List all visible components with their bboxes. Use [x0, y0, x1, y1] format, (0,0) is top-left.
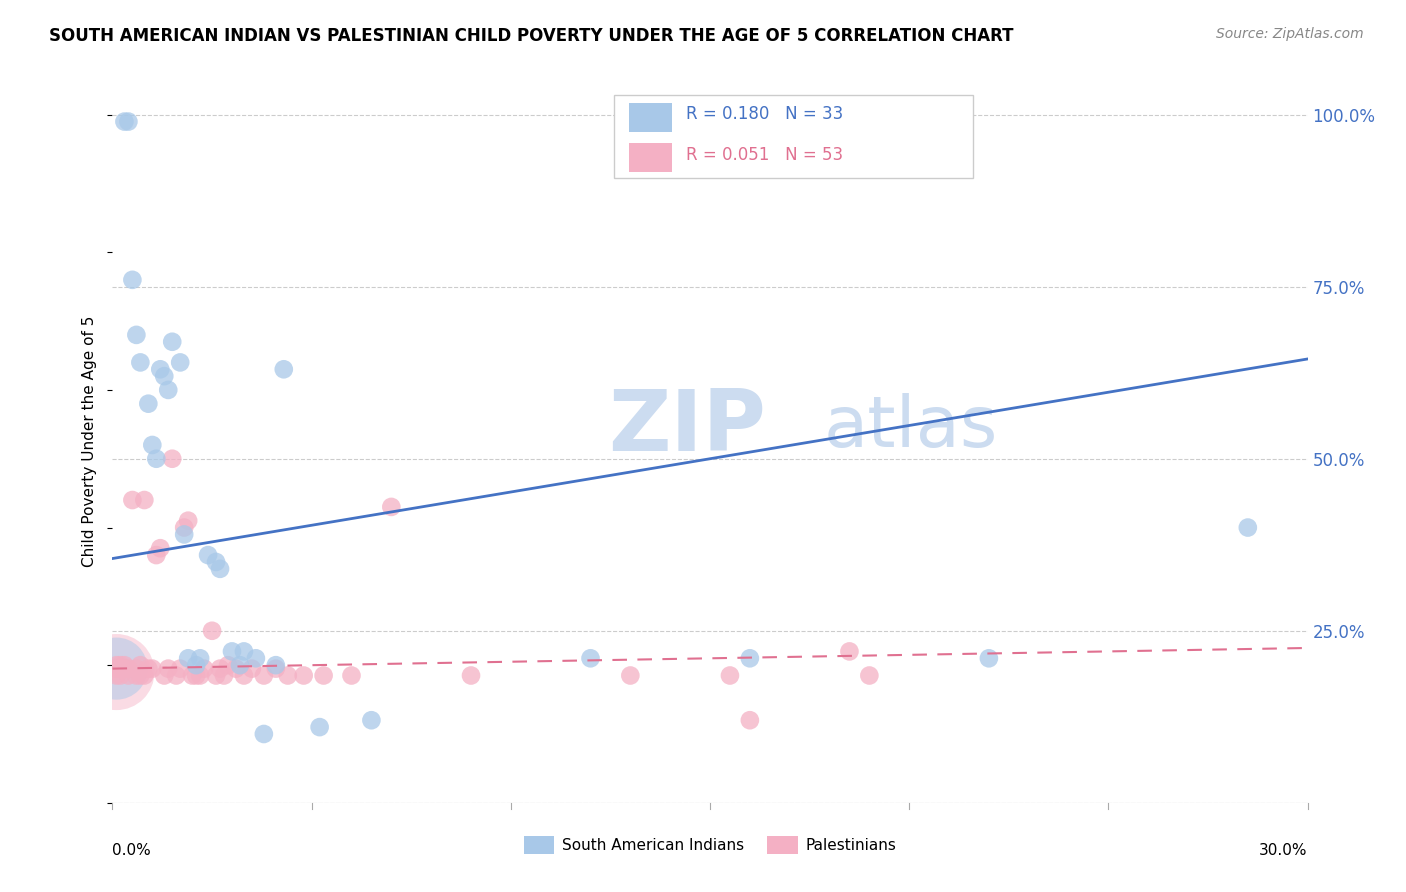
Point: [205, 555, 228, 569]
Point: [141, 662, 163, 676]
Point: [117, 662, 139, 676]
Point: [114, 114, 135, 128]
Point: [977, 651, 1000, 665]
Point: [177, 514, 200, 528]
Point: [114, 658, 135, 673]
Point: [193, 662, 215, 676]
Point: [145, 548, 167, 562]
Point: [149, 541, 172, 556]
Point: [125, 327, 148, 342]
Point: [253, 727, 276, 741]
Point: [121, 493, 143, 508]
Point: [169, 662, 191, 676]
Point: [169, 355, 191, 369]
Point: [157, 383, 180, 397]
Point: [117, 114, 139, 128]
Point: [738, 713, 761, 727]
Point: [173, 520, 195, 534]
Point: [138, 397, 160, 411]
Point: [209, 562, 232, 576]
Point: [110, 668, 132, 682]
Point: [229, 658, 252, 673]
Point: [312, 668, 335, 682]
Point: [186, 668, 208, 682]
Point: [153, 369, 176, 384]
Point: [253, 668, 276, 682]
Point: [579, 651, 602, 665]
Point: [121, 273, 143, 287]
Point: [138, 662, 160, 676]
Point: [129, 355, 152, 369]
Point: [212, 668, 235, 682]
Point: [360, 713, 382, 727]
Point: [205, 668, 228, 682]
Point: [273, 362, 295, 376]
Point: [197, 548, 219, 562]
Point: [105, 662, 128, 676]
Legend: South American Indians, Palestinians: South American Indians, Palestinians: [517, 830, 903, 860]
Point: [141, 438, 163, 452]
Point: [162, 334, 183, 349]
Point: [209, 662, 232, 676]
Point: [117, 668, 139, 682]
Point: [186, 658, 208, 673]
Point: [738, 651, 761, 665]
Point: [105, 668, 128, 682]
Text: atlas: atlas: [824, 392, 998, 461]
Point: [233, 668, 256, 682]
Point: [149, 362, 172, 376]
Point: [380, 500, 402, 514]
Point: [105, 658, 128, 673]
Point: [221, 644, 243, 658]
Point: [173, 527, 195, 541]
Point: [225, 662, 247, 676]
Point: [718, 668, 741, 682]
Point: [134, 668, 156, 682]
Point: [125, 668, 148, 682]
Text: ZIP: ZIP: [609, 385, 766, 468]
Point: [153, 668, 176, 682]
Point: [858, 668, 880, 682]
Point: [114, 662, 135, 676]
Point: [1237, 520, 1260, 534]
Point: [110, 658, 132, 673]
Point: [177, 651, 200, 665]
Point: [217, 658, 239, 673]
Point: [129, 658, 152, 673]
Text: 0.0%: 0.0%: [112, 843, 152, 858]
Point: [233, 644, 256, 658]
Text: SOUTH AMERICAN INDIAN VS PALESTINIAN CHILD POVERTY UNDER THE AGE OF 5 CORRELATIO: SOUTH AMERICAN INDIAN VS PALESTINIAN CHI…: [49, 27, 1014, 45]
Point: [201, 624, 224, 638]
Text: 30.0%: 30.0%: [1260, 843, 1308, 858]
Y-axis label: Child Poverty Under the Age of 5: Child Poverty Under the Age of 5: [82, 316, 97, 567]
Point: [110, 662, 132, 676]
Point: [277, 668, 299, 682]
Point: [165, 668, 187, 682]
Point: [292, 668, 315, 682]
Point: [145, 451, 167, 466]
Point: [838, 644, 860, 658]
Point: [245, 651, 267, 665]
Point: [340, 668, 363, 682]
Point: [308, 720, 330, 734]
Point: [264, 658, 287, 673]
Point: [264, 662, 287, 676]
Point: [619, 668, 641, 682]
Text: Source: ZipAtlas.com: Source: ZipAtlas.com: [1216, 27, 1364, 41]
Point: [157, 662, 180, 676]
Point: [188, 651, 211, 665]
Point: [162, 451, 183, 466]
Point: [129, 668, 152, 682]
Point: [105, 665, 128, 679]
Point: [460, 668, 482, 682]
Point: [134, 493, 156, 508]
Point: [240, 662, 263, 676]
Point: [181, 668, 204, 682]
Point: [105, 662, 128, 676]
Point: [188, 668, 211, 682]
Point: [125, 662, 148, 676]
